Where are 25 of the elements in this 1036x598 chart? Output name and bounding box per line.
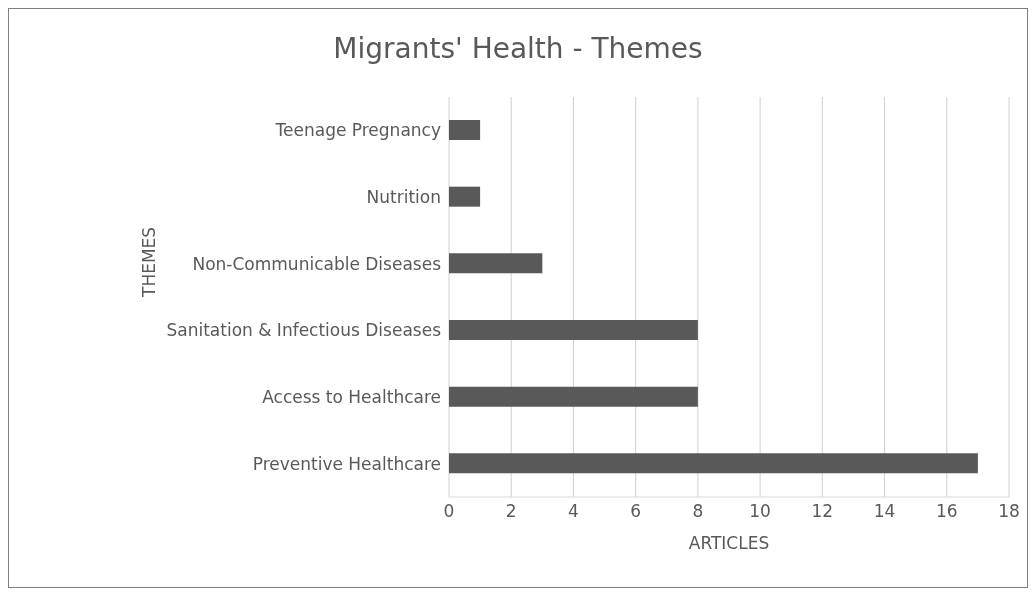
- x-tick-label: 12: [811, 501, 834, 522]
- x-tick-label: 10: [749, 501, 771, 522]
- y-axis-title: THEMES: [139, 226, 160, 298]
- bar: [449, 253, 543, 274]
- x-tick-label: 14: [873, 501, 896, 522]
- x-tick-label: 2: [505, 501, 517, 522]
- bar: [449, 386, 698, 407]
- x-tick-label: 8: [692, 501, 704, 522]
- chart-title: Migrants' Health - Themes: [332, 30, 704, 67]
- bar: [449, 120, 481, 140]
- bar: [449, 186, 481, 207]
- x-tick-label: 18: [998, 501, 1020, 522]
- y-tick-label: Teenage Pregnancy: [274, 120, 441, 141]
- bar: [449, 453, 978, 474]
- x-tick-label: 6: [630, 501, 642, 522]
- bar: [449, 320, 698, 340]
- y-tick-label: Nutrition: [366, 187, 441, 208]
- x-axis-title: ARTICLES: [688, 533, 770, 553]
- y-tick-label: Sanitation & Infectious Diseases: [166, 320, 442, 341]
- y-tick-label: Non-Communicable Diseases: [192, 253, 442, 274]
- y-tick-label: Access to Healthcare: [262, 387, 441, 408]
- x-tick-label: 4: [568, 501, 579, 522]
- x-tick-label: 16: [935, 501, 958, 522]
- y-tick-label: Preventive Healthcare: [252, 453, 441, 474]
- x-tick-label: 0: [443, 501, 455, 522]
